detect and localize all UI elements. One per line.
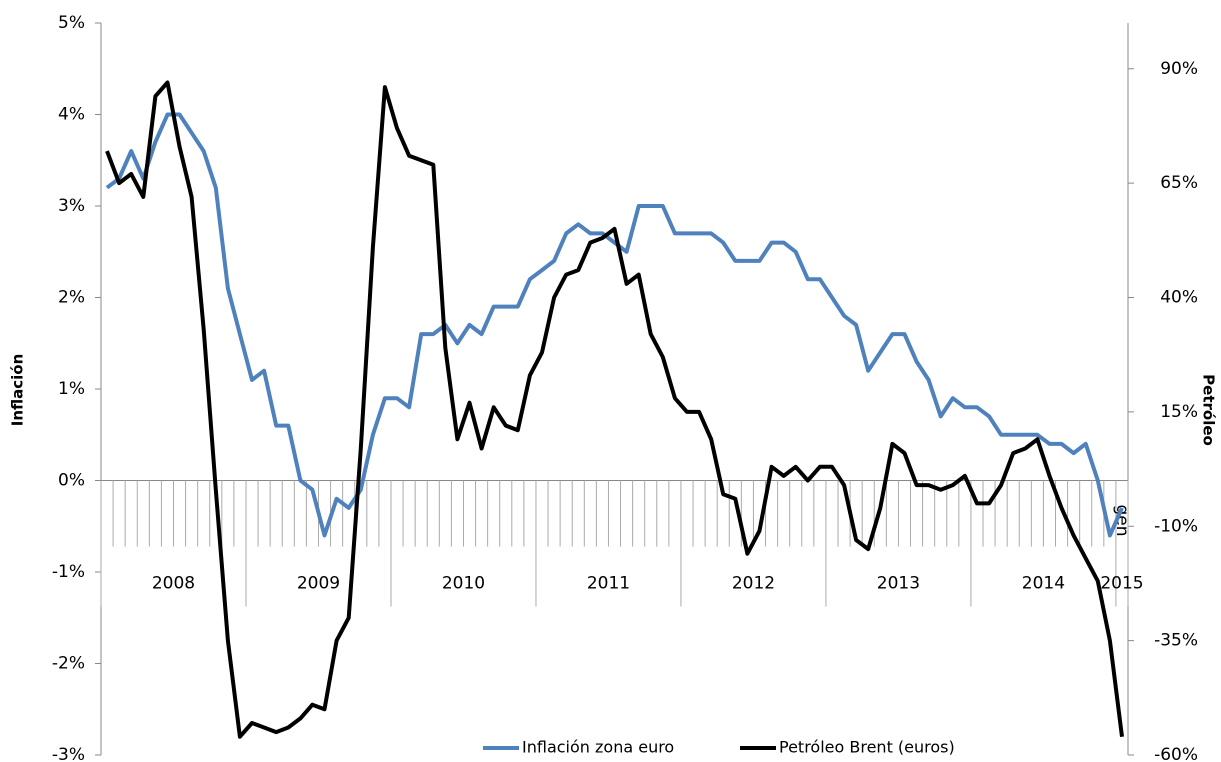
- y-tick-label: -3%: [52, 745, 85, 762]
- y-axis-title: Inflación: [9, 354, 27, 427]
- y-tick-label: -1%: [52, 562, 85, 582]
- year-label: 2009: [297, 574, 340, 594]
- x-tick-label: gen: [1112, 504, 1132, 536]
- y-tick-label: 0%: [58, 471, 85, 491]
- year-label: 2008: [152, 574, 195, 594]
- y-tick-label: 2%: [58, 288, 85, 308]
- y2-axis-title: Petróleo: [1200, 374, 1218, 446]
- y2-tick-label: 65%: [1160, 173, 1198, 193]
- legend-label: Inflación zona euro: [522, 738, 674, 757]
- y2-tick-label: 40%: [1160, 288, 1198, 308]
- year-label: 2012: [732, 574, 775, 594]
- legend-label: Petróleo Brent (euros): [779, 738, 955, 757]
- y-tick-label: -2%: [52, 654, 85, 674]
- series-line: [105, 80, 1124, 739]
- series-line: [105, 112, 1124, 538]
- y-tick-label: 4%: [58, 105, 85, 125]
- y2-tick-label: 90%: [1160, 59, 1198, 79]
- y2-tick-label: -35%: [1154, 631, 1198, 651]
- year-label: 2013: [877, 574, 920, 594]
- y2-tick-label: -60%: [1154, 745, 1198, 762]
- year-label: 2011: [587, 574, 630, 594]
- y-tick-label: 3%: [58, 196, 85, 216]
- y-tick-label: 1%: [58, 379, 85, 399]
- y-tick-label: 5%: [58, 13, 85, 33]
- y2-tick-label: -10%: [1154, 516, 1198, 536]
- y2-tick-label: 15%: [1160, 402, 1198, 422]
- year-label: 2015: [1100, 574, 1143, 594]
- year-label: 2010: [442, 574, 485, 594]
- year-label: 2014: [1022, 574, 1065, 594]
